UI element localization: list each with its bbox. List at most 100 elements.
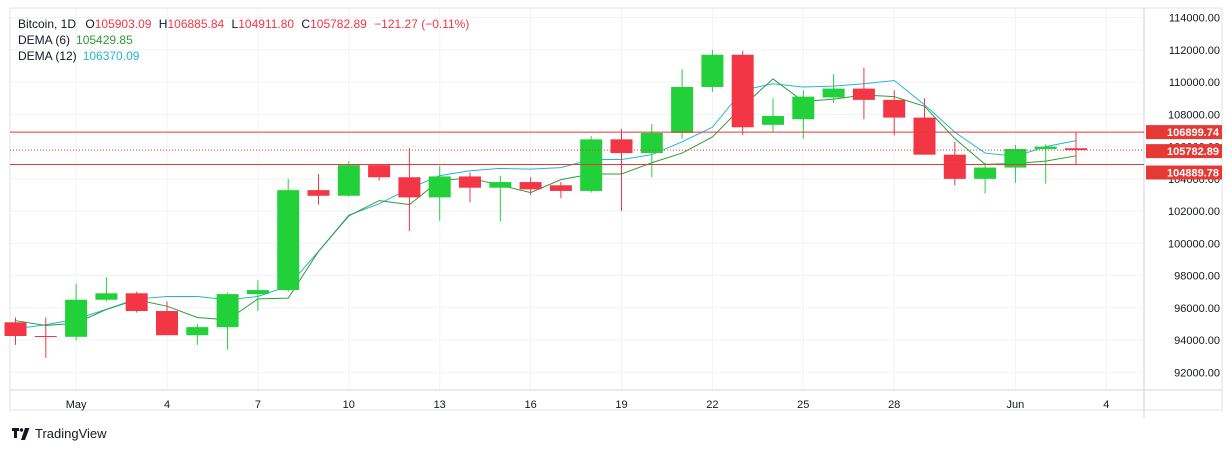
candle-body bbox=[246, 290, 269, 295]
candle-body bbox=[277, 190, 300, 291]
candle[interactable] bbox=[337, 161, 360, 197]
candle-body bbox=[1065, 148, 1087, 151]
candle[interactable] bbox=[459, 172, 481, 203]
dema6-label: DEMA (6) bbox=[18, 33, 71, 47]
candle-body bbox=[1004, 149, 1027, 168]
candle-body bbox=[459, 176, 481, 188]
candle[interactable] bbox=[277, 178, 300, 292]
y-tick-label: 96000.00 bbox=[1174, 303, 1220, 315]
ohlc-row: Bitcoin, 1D O105903.09 H106885.84 L10491… bbox=[18, 16, 473, 32]
candle[interactable] bbox=[4, 317, 27, 345]
price-tag bbox=[1146, 144, 1222, 159]
chart-legend: Bitcoin, 1D O105903.09 H106885.84 L10491… bbox=[18, 16, 473, 64]
x-tick-label: 4 bbox=[164, 399, 170, 411]
candle[interactable] bbox=[974, 162, 997, 194]
tradingview-logo-icon bbox=[12, 427, 30, 440]
close-label: C bbox=[301, 17, 311, 31]
candle[interactable] bbox=[156, 301, 178, 336]
candle[interactable] bbox=[1065, 132, 1087, 165]
candle-body bbox=[337, 165, 360, 196]
x-tick-label: May bbox=[66, 399, 87, 411]
candle[interactable] bbox=[671, 69, 694, 139]
y-tick-label: 110000.00 bbox=[1169, 77, 1220, 89]
candle[interactable] bbox=[822, 74, 845, 104]
candle[interactable] bbox=[1034, 144, 1057, 184]
candle[interactable] bbox=[307, 174, 330, 205]
candle[interactable] bbox=[428, 165, 451, 221]
candle-body bbox=[125, 293, 148, 312]
price-tag-label: 106899.74 bbox=[1167, 127, 1220, 139]
candle-body bbox=[913, 117, 936, 155]
low-value: 104911.80 bbox=[238, 17, 295, 31]
chart-frame bbox=[9, 7, 1223, 411]
y-tick-label: 108000.00 bbox=[1168, 109, 1220, 121]
candle-body bbox=[156, 311, 178, 336]
candle-body bbox=[186, 327, 209, 336]
candle[interactable] bbox=[792, 90, 815, 139]
candle-body bbox=[640, 132, 663, 154]
candle[interactable] bbox=[95, 277, 118, 302]
candle[interactable] bbox=[640, 124, 663, 178]
candle[interactable] bbox=[943, 141, 966, 186]
x-tick-label: Jun bbox=[1007, 399, 1025, 411]
candles[interactable] bbox=[4, 49, 1088, 358]
candle[interactable] bbox=[34, 317, 57, 358]
x-tick-label: 19 bbox=[615, 399, 627, 411]
candle-body bbox=[792, 96, 815, 120]
candle-body bbox=[398, 177, 421, 198]
candle[interactable] bbox=[762, 98, 784, 133]
candle-body bbox=[4, 322, 27, 337]
candle[interactable] bbox=[883, 90, 906, 136]
x-tick-label: 13 bbox=[434, 399, 446, 411]
tradingview-brand[interactable]: TradingView bbox=[12, 426, 107, 441]
candle[interactable] bbox=[216, 292, 239, 350]
symbol-label[interactable]: Bitcoin, 1D bbox=[18, 17, 77, 31]
x-tick-label: 10 bbox=[343, 399, 355, 411]
grid bbox=[9, 7, 1223, 418]
candle[interactable] bbox=[1004, 145, 1027, 183]
y-tick-label: 100000.00 bbox=[1168, 238, 1220, 250]
y-tick-label: 112000.00 bbox=[1169, 45, 1220, 57]
candle[interactable] bbox=[852, 67, 875, 120]
candle-body bbox=[368, 165, 391, 178]
candle[interactable] bbox=[701, 49, 724, 92]
candle-body bbox=[731, 54, 754, 128]
candle[interactable] bbox=[489, 175, 512, 222]
candle-body bbox=[519, 182, 542, 190]
dema12-series bbox=[15, 80, 1077, 330]
candle[interactable] bbox=[186, 323, 209, 345]
candle-body bbox=[852, 88, 875, 100]
price-tag-label: 104889.78 bbox=[1167, 168, 1219, 180]
candle[interactable] bbox=[246, 280, 269, 312]
candle[interactable] bbox=[913, 98, 936, 155]
candle[interactable] bbox=[398, 148, 421, 232]
candle[interactable] bbox=[65, 283, 88, 341]
candle-body bbox=[580, 139, 603, 191]
candle[interactable] bbox=[549, 182, 572, 199]
price-tags: 106899.74 105782.89 104889.78 bbox=[1146, 125, 1222, 180]
candle[interactable] bbox=[731, 50, 754, 136]
dema6-row[interactable]: DEMA (6) 105429.85 bbox=[18, 32, 473, 48]
close-value: 105782.89 bbox=[310, 17, 367, 31]
candle-body bbox=[610, 139, 633, 154]
price-tag bbox=[1146, 165, 1222, 180]
dema12-label: DEMA (12) bbox=[18, 49, 77, 63]
y-tick-label: 114000.00 bbox=[1169, 13, 1220, 25]
candle-body bbox=[95, 293, 118, 300]
dema12-row[interactable]: DEMA (12) 106370.09 bbox=[18, 48, 473, 64]
x-tick-label: 25 bbox=[797, 399, 809, 411]
tradingview-brand-label: TradingView bbox=[35, 426, 107, 441]
candle-body bbox=[216, 294, 239, 328]
open-value: 105903.09 bbox=[94, 17, 152, 31]
x-tick-label: 22 bbox=[706, 399, 718, 411]
candle[interactable] bbox=[519, 177, 542, 195]
candle-body bbox=[489, 182, 512, 188]
candle-body bbox=[974, 167, 997, 179]
candle-body bbox=[701, 54, 724, 87]
candle[interactable] bbox=[368, 164, 391, 181]
dema12-line bbox=[15, 80, 1077, 330]
x-tick-label: 4 bbox=[1103, 399, 1109, 411]
candle[interactable] bbox=[125, 291, 148, 313]
candle[interactable] bbox=[610, 128, 633, 212]
